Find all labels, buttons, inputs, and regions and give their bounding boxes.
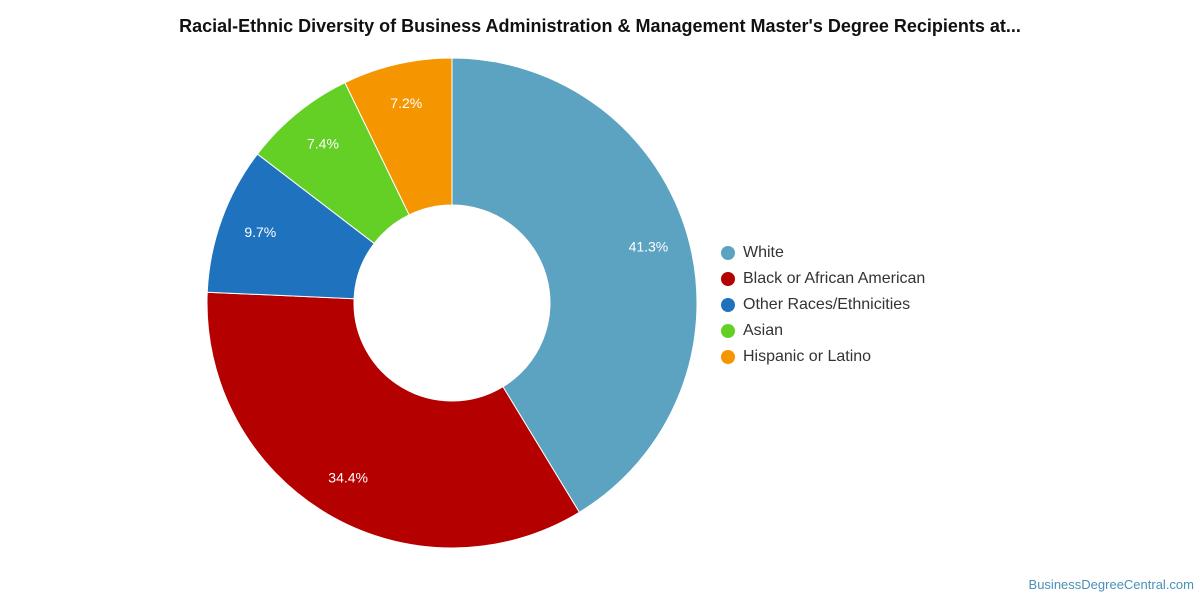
legend-item-3[interactable]: Asian <box>721 318 925 344</box>
legend-label: Asian <box>743 322 784 339</box>
donut-slice-1[interactable] <box>206 291 581 549</box>
legend-item-1[interactable]: Black or African American <box>721 266 925 292</box>
legend-swatch <box>721 298 735 312</box>
legend-item-4[interactable]: Hispanic or Latino <box>721 344 925 370</box>
legend-swatch <box>721 350 735 364</box>
slice-label-1: 34.4% <box>328 469 368 485</box>
donut-slice-4[interactable] <box>344 57 453 216</box>
legend-label: Black or African American <box>743 270 926 287</box>
slice-label-0: 41.3% <box>629 239 669 255</box>
legend-item-0[interactable]: White <box>721 240 925 266</box>
legend-label: White <box>743 244 784 261</box>
legend-swatch <box>721 272 735 286</box>
legend-label: Hispanic or Latino <box>743 348 872 365</box>
slice-label-4: 7.2% <box>390 95 422 111</box>
legend-label: Other Races/Ethnicities <box>743 296 911 313</box>
legend-item-2[interactable]: Other Races/Ethnicities <box>721 292 925 318</box>
donut-slice-0[interactable] <box>451 57 698 513</box>
chart-legend: White Black or African American Other Race… <box>721 240 925 370</box>
slice-label-2: 9.7% <box>244 224 276 240</box>
chart-title: Racial-Ethnic Diversity of Business Admi… <box>179 16 1021 36</box>
slice-label-3: 7.4% <box>307 136 339 152</box>
legend-swatch <box>721 246 735 260</box>
legend-swatch <box>721 324 735 338</box>
source-watermark[interactable]: BusinessDegreeCentral.com <box>1028 577 1194 592</box>
